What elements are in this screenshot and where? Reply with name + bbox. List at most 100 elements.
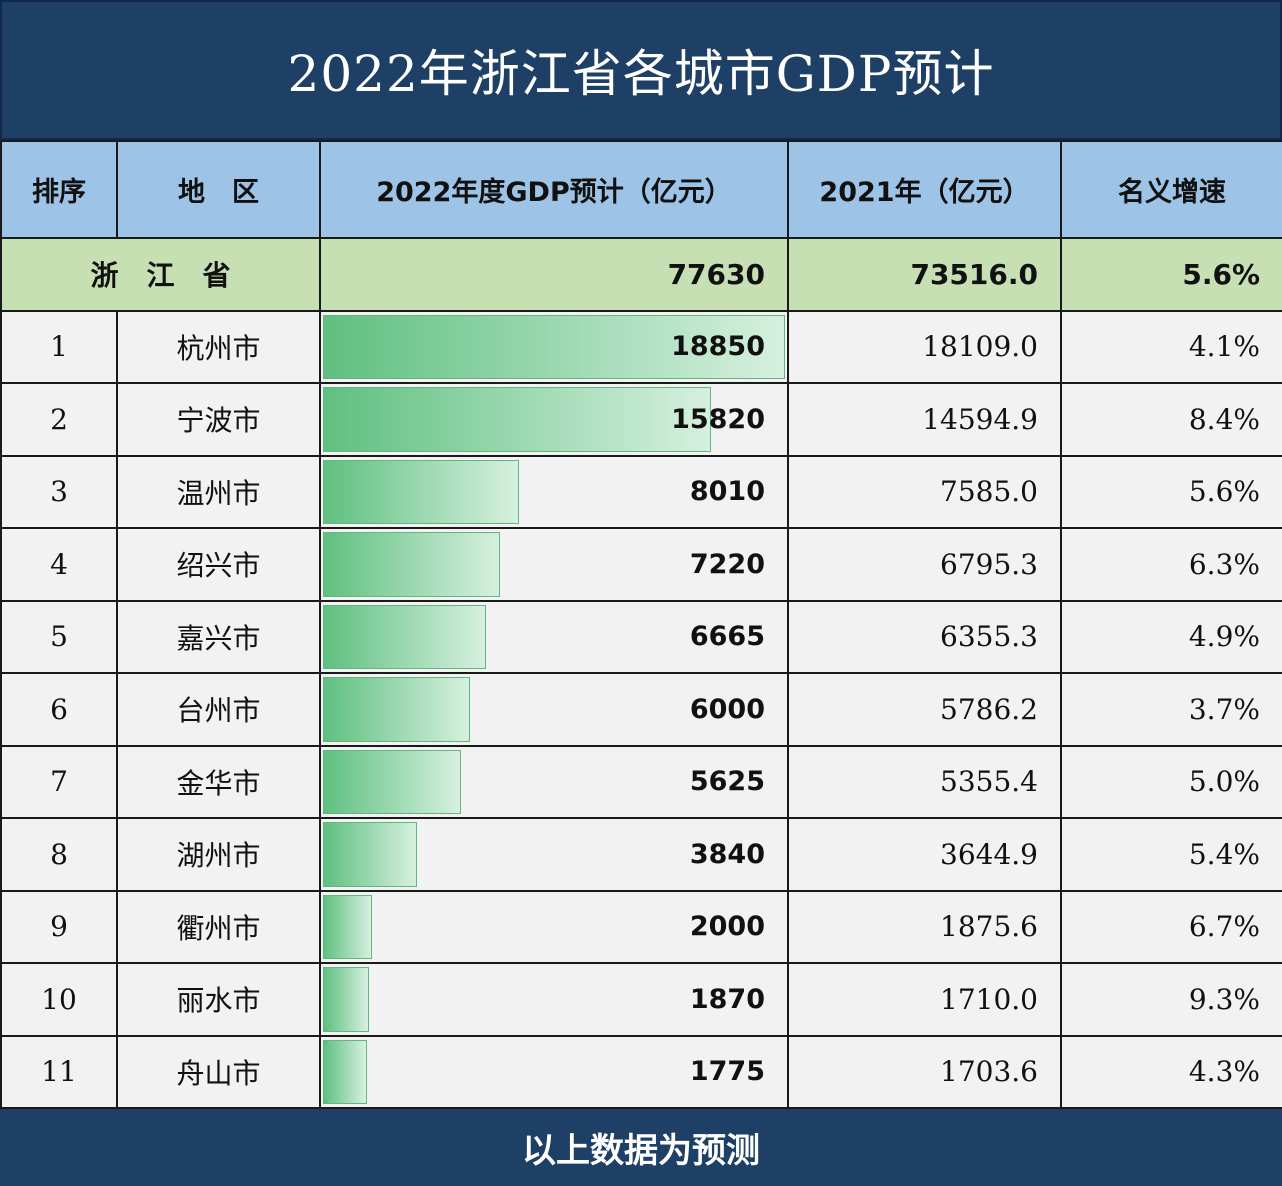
gdp2022-cell: 3840 [319,817,789,892]
gdp2022-value: 6000 [689,693,765,725]
gdp2022-cell: 18850 [319,309,789,384]
rank: 3 [0,454,118,529]
rank: 6 [0,672,118,747]
rank: 1 [0,309,118,384]
table-row: 1 杭州市 18850 18109.0 4.1% [0,309,1282,384]
rank: 2 [0,382,118,457]
gdp2022-cell: 1870 [319,962,789,1037]
growth-value: 8.4% [1060,382,1282,457]
header-growth: 名义增速 [1060,140,1282,239]
gdp-table: 排序 地 区 2022年度GDP预计（亿元） 2021年（亿元） 名义增速 浙 … [0,140,1282,1109]
rank: 9 [0,889,118,964]
province-gdp2021: 73516.0 [787,237,1062,312]
gdp2021-value: 7585.0 [787,454,1062,529]
data-bar [323,967,369,1032]
gdp2021-value: 18109.0 [787,309,1062,384]
growth-value: 6.3% [1060,527,1282,602]
table-row: 3 温州市 8010 7585.0 5.6% [0,454,1282,529]
gdp2021-value: 1703.6 [787,1034,1062,1109]
growth-value: 4.1% [1060,309,1282,384]
gdp2022-cell: 8010 [319,454,789,529]
growth-value: 9.3% [1060,962,1282,1037]
data-bar [323,314,785,379]
table-row: 11 舟山市 1775 1703.6 4.3% [0,1034,1282,1109]
gdp2022-value: 7220 [689,548,765,580]
city-name: 舟山市 [116,1034,321,1109]
gdp2022-cell: 5625 [319,744,789,819]
gdp2021-value: 6795.3 [787,527,1062,602]
growth-value: 4.9% [1060,599,1282,674]
rank: 11 [0,1034,118,1109]
data-bar [323,749,461,814]
data-bar [323,894,373,959]
data-bar [323,459,520,524]
table-row: 6 台州市 6000 5786.2 3.7% [0,672,1282,747]
footer-note: 以上数据为预测 [0,1109,1282,1186]
city-name: 嘉兴市 [116,599,321,674]
table-row: 10 丽水市 1870 1710.0 9.3% [0,962,1282,1037]
header-gdp2022: 2022年度GDP预计（亿元） [319,140,789,239]
gdp2021-value: 5355.4 [787,744,1062,819]
gdp2021-value: 14594.9 [787,382,1062,457]
gdp2022-value: 3840 [689,838,765,870]
gdp2021-value: 6355.3 [787,599,1062,674]
gdp2022-value: 15820 [671,403,765,435]
gdp2022-value: 1870 [689,983,765,1015]
growth-value: 3.7% [1060,672,1282,747]
gdp2022-cell: 6000 [319,672,789,747]
province-row: 浙 江 省 77630 73516.0 5.6% [0,237,1282,312]
table-row: 4 绍兴市 7220 6795.3 6.3% [0,527,1282,602]
city-name: 温州市 [116,454,321,529]
table-row: 7 金华市 5625 5355.4 5.0% [0,744,1282,819]
growth-value: 4.3% [1060,1034,1282,1109]
data-bar [323,604,487,669]
province-growth: 5.6% [1060,237,1282,312]
growth-value: 5.4% [1060,817,1282,892]
gdp2022-cell: 15820 [319,382,789,457]
rank: 4 [0,527,118,602]
gdp2021-value: 5786.2 [787,672,1062,747]
gdp2022-value: 8010 [689,476,765,508]
city-name: 金华市 [116,744,321,819]
gdp2021-value: 3644.9 [787,817,1062,892]
data-bar [323,677,471,742]
gdp2022-value: 5625 [689,766,765,798]
table-row: 8 湖州市 3840 3644.9 5.4% [0,817,1282,892]
gdp2022-cell: 6665 [319,599,789,674]
data-bar [323,387,711,452]
header-gdp2021: 2021年（亿元） [787,140,1062,239]
city-name: 衢州市 [116,889,321,964]
page-title: 2022年浙江省各城市GDP预计 [0,0,1282,140]
gdp2022-value: 2000 [689,911,765,943]
province-name: 浙 江 省 [0,237,321,312]
table-row: 2 宁波市 15820 14594.9 8.4% [0,382,1282,457]
header-row: 排序 地 区 2022年度GDP预计（亿元） 2021年（亿元） 名义增速 [0,140,1282,239]
gdp2022-cell: 7220 [319,527,789,602]
city-name: 杭州市 [116,309,321,384]
province-gdp2022: 77630 [319,237,789,312]
gdp2022-value: 1775 [689,1056,765,1088]
table-row: 9 衢州市 2000 1875.6 6.7% [0,889,1282,964]
data-bar [323,1039,367,1104]
rank: 8 [0,817,118,892]
city-name: 丽水市 [116,962,321,1037]
data-bar [323,532,500,597]
city-name: 湖州市 [116,817,321,892]
gdp2021-value: 1710.0 [787,962,1062,1037]
gdp2021-value: 1875.6 [787,889,1062,964]
table-row: 5 嘉兴市 6665 6355.3 4.9% [0,599,1282,674]
city-name: 绍兴市 [116,527,321,602]
gdp2022-cell: 2000 [319,889,789,964]
header-rank: 排序 [0,140,118,239]
gdp2022-value: 18850 [671,331,765,363]
header-region: 地 区 [116,140,321,239]
gdp2022-cell: 1775 [319,1034,789,1109]
rank: 10 [0,962,118,1037]
city-name: 台州市 [116,672,321,747]
gdp2022-value: 6665 [689,621,765,653]
city-name: 宁波市 [116,382,321,457]
rank: 7 [0,744,118,819]
data-bar [323,822,418,887]
growth-value: 6.7% [1060,889,1282,964]
rank: 5 [0,599,118,674]
